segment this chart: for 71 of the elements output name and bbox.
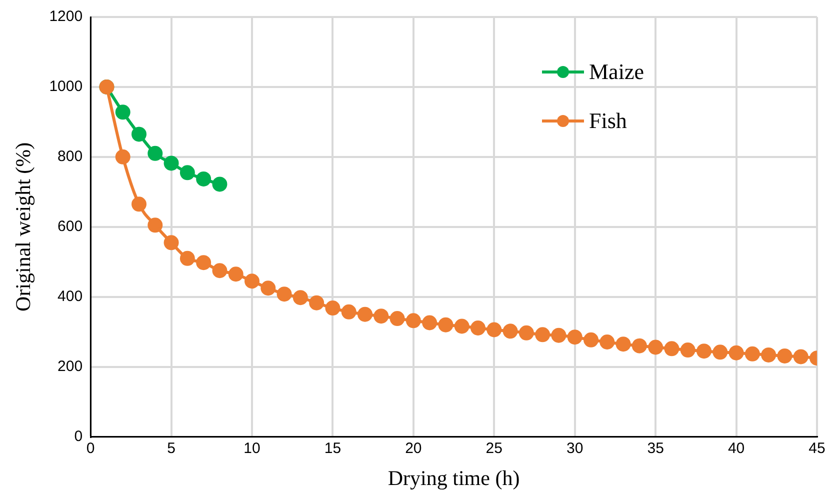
- point: [761, 347, 776, 362]
- point: [567, 330, 582, 345]
- x-axis-title: Drying time (h): [388, 466, 520, 490]
- point: [712, 344, 728, 360]
- point: [616, 336, 631, 352]
- point: [535, 327, 550, 342]
- point: [696, 344, 712, 359]
- point: [502, 324, 518, 339]
- y-tick-label: 1200: [49, 8, 83, 26]
- point: [374, 308, 389, 324]
- y-tick-label: 800: [58, 148, 83, 166]
- x-tick-label: 0: [86, 440, 95, 457]
- point: [438, 317, 454, 332]
- point: [358, 306, 372, 322]
- point: [115, 104, 130, 120]
- x-tick-label: 35: [647, 440, 664, 457]
- x-tick-label: 10: [244, 440, 260, 457]
- x-tick-label: 25: [486, 440, 502, 457]
- point: [132, 126, 146, 142]
- y-axis-title: Original weight (%): [11, 142, 36, 312]
- point: [292, 290, 308, 306]
- point: [422, 315, 438, 330]
- point: [406, 313, 421, 328]
- point: [680, 342, 696, 358]
- point: [325, 300, 340, 316]
- y-tick-label: 1000: [49, 78, 83, 96]
- point: [793, 349, 808, 364]
- point: [276, 286, 292, 302]
- x-tick-label: 30: [566, 440, 584, 457]
- x-tick-label: 15: [324, 440, 342, 457]
- point: [164, 235, 179, 250]
- point: [132, 196, 146, 212]
- point: [148, 218, 163, 233]
- x-tick-label: 20: [405, 440, 422, 457]
- point: [180, 250, 195, 266]
- point: [341, 304, 356, 320]
- point: [228, 266, 244, 282]
- y-tick-label: 0: [74, 428, 83, 445]
- point: [196, 255, 212, 270]
- point: [744, 346, 760, 362]
- legend-label: Maize: [589, 58, 644, 84]
- x-tick-label: 45: [808, 440, 826, 457]
- point: [148, 146, 163, 161]
- point: [486, 322, 502, 338]
- point: [518, 325, 534, 340]
- point: [551, 328, 566, 343]
- y-tick-label: 600: [58, 218, 83, 236]
- point: [212, 263, 228, 278]
- y-tick-label: 400: [58, 288, 83, 306]
- legend-label: Fish: [589, 108, 627, 133]
- point: [180, 165, 195, 180]
- point: [470, 320, 486, 336]
- point: [648, 340, 664, 355]
- x-tick-label: 5: [167, 440, 176, 457]
- point: [260, 280, 276, 296]
- point: [728, 345, 744, 360]
- point: [584, 332, 598, 348]
- point: [309, 295, 324, 310]
- point: [212, 176, 228, 192]
- point: [244, 274, 260, 289]
- point: [777, 348, 792, 364]
- point: [454, 318, 470, 334]
- x-tick-label: 40: [728, 440, 745, 457]
- point: [600, 334, 615, 350]
- point: [632, 338, 647, 354]
- point: [164, 156, 179, 171]
- point: [115, 149, 130, 164]
- point: [390, 311, 405, 326]
- point: [664, 341, 680, 356]
- y-tick-label: 200: [58, 358, 83, 375]
- point: [196, 171, 212, 186]
